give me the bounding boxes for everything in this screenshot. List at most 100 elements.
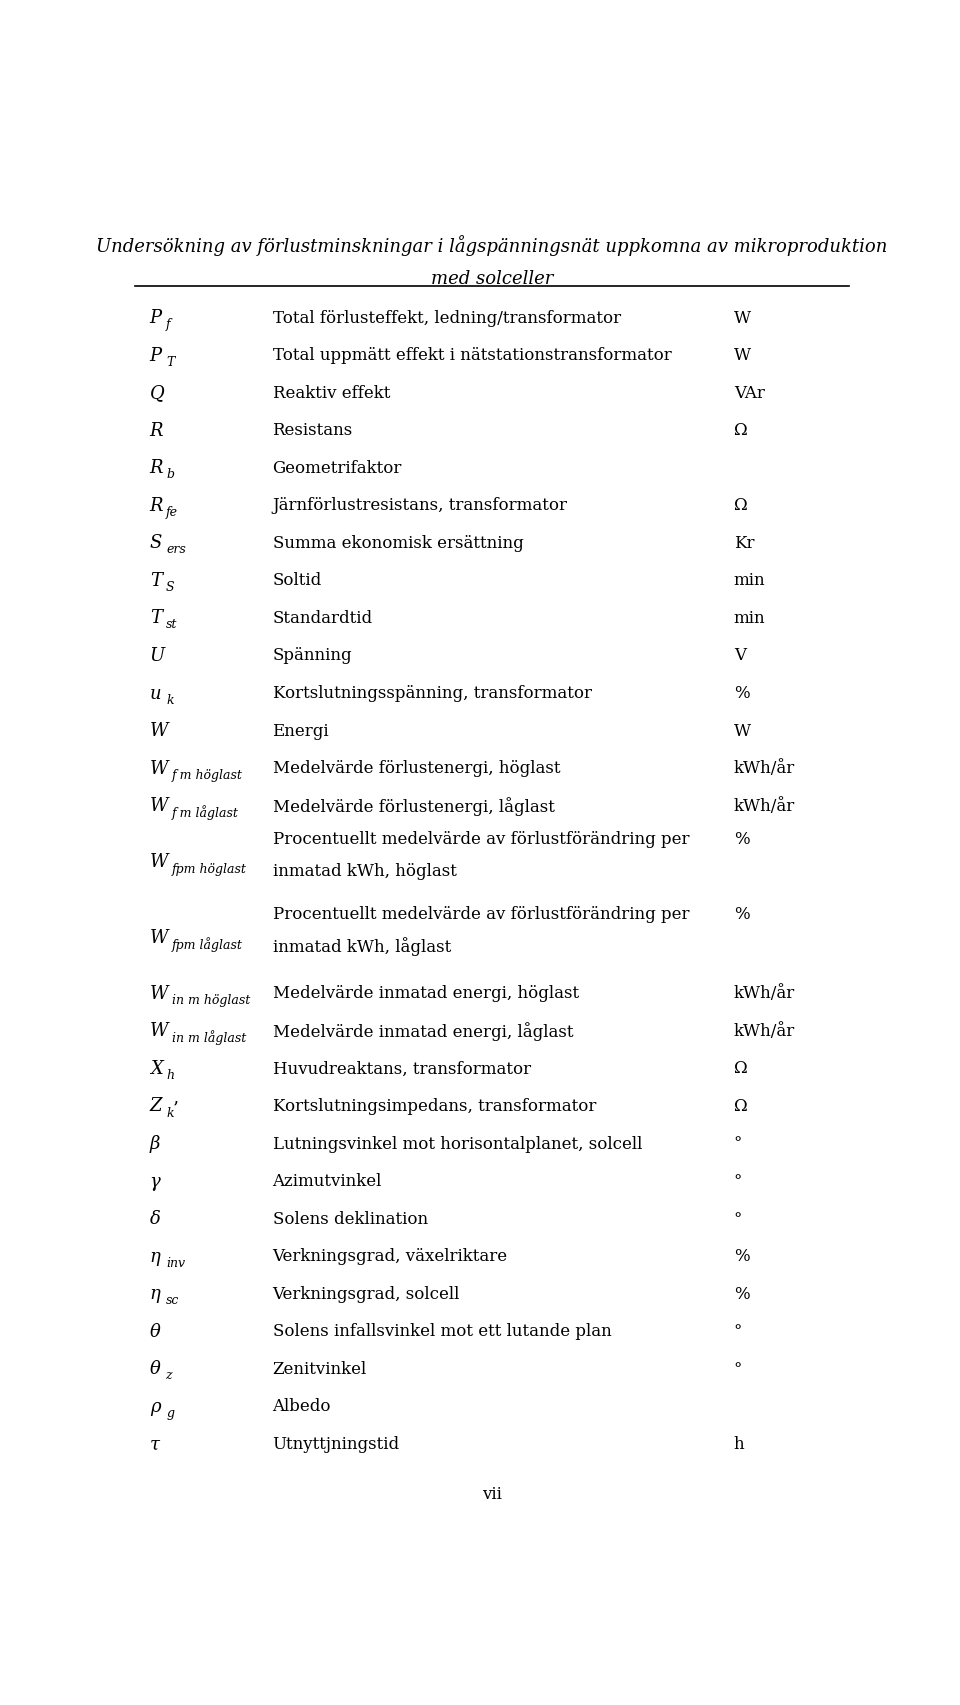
Text: med solceller: med solceller (431, 271, 553, 288)
Text: X: X (150, 1059, 162, 1078)
Text: θ: θ (150, 1359, 160, 1378)
Text: Lutningsvinkel mot horisontalplanet, solcell: Lutningsvinkel mot horisontalplanet, sol… (273, 1136, 642, 1153)
Text: fe: fe (166, 506, 179, 518)
Text: P: P (150, 346, 162, 365)
Text: Verkningsgrad, växelriktare: Verkningsgrad, växelriktare (273, 1248, 508, 1265)
Text: Azimutvinkel: Azimutvinkel (273, 1173, 382, 1190)
Text: %: % (733, 830, 750, 847)
Text: R: R (150, 459, 163, 477)
Text: P: P (150, 309, 162, 327)
Text: Solens infallsvinkel mot ett lutande plan: Solens infallsvinkel mot ett lutande pla… (273, 1323, 612, 1340)
Text: η: η (150, 1284, 160, 1303)
Text: Z: Z (150, 1096, 162, 1115)
Text: Medelvärde inmatad energi, höglast: Medelvärde inmatad energi, höglast (273, 985, 579, 1003)
Text: Ω: Ω (733, 496, 748, 513)
Text: ρ: ρ (150, 1396, 160, 1415)
Text: Medelvärde inmatad energi, låglast: Medelvärde inmatad energi, låglast (273, 1021, 573, 1040)
Text: Verkningsgrad, solcell: Verkningsgrad, solcell (273, 1286, 460, 1303)
Text: min: min (733, 573, 765, 588)
Text: Järnförlustresistans, transformator: Järnförlustresistans, transformator (273, 496, 567, 513)
Text: b: b (166, 469, 174, 481)
Text: Q: Q (150, 384, 164, 402)
Text: %: % (733, 905, 750, 922)
Text: fpm höglast: fpm höglast (172, 863, 247, 875)
Text: Soltid: Soltid (273, 573, 322, 588)
Text: W: W (150, 928, 168, 946)
Text: W: W (150, 984, 168, 1003)
Text: %: % (733, 1286, 750, 1303)
Text: °: ° (733, 1173, 742, 1190)
Text: Geometrifaktor: Geometrifaktor (273, 459, 402, 476)
Text: f: f (166, 317, 171, 331)
Text: min: min (733, 610, 765, 626)
Text: β: β (150, 1134, 160, 1153)
Text: Kortslutningsimpedans, transformator: Kortslutningsimpedans, transformator (273, 1098, 596, 1115)
Text: Kortslutningsspänning, transformator: Kortslutningsspänning, transformator (273, 685, 591, 701)
Text: f m höglast: f m höglast (172, 769, 243, 781)
Text: Kr: Kr (733, 535, 755, 551)
Text: T: T (150, 609, 161, 627)
Text: °: ° (733, 1323, 742, 1340)
Text: τ: τ (150, 1434, 159, 1453)
Text: °: ° (733, 1211, 742, 1228)
Text: inv: inv (166, 1257, 185, 1269)
Text: °: ° (733, 1136, 742, 1153)
Text: Summa ekonomisk ersättning: Summa ekonomisk ersättning (273, 535, 523, 551)
Text: VAr: VAr (733, 384, 765, 401)
Text: Ω: Ω (733, 1061, 748, 1078)
Text: k: k (166, 1107, 174, 1118)
Text: U: U (150, 646, 165, 665)
Text: W: W (733, 309, 751, 326)
Text: γ: γ (150, 1171, 160, 1190)
Text: R: R (150, 496, 163, 515)
Text: Ω: Ω (733, 421, 748, 438)
Text: sc: sc (166, 1294, 180, 1306)
Text: Procentuellt medelvärde av förlustförändring per: Procentuellt medelvärde av förlustföränd… (273, 830, 689, 847)
Text: S: S (166, 581, 175, 593)
Text: W: W (150, 796, 168, 815)
Text: %: % (733, 685, 750, 701)
Text: %: % (733, 1248, 750, 1265)
Text: η: η (150, 1246, 160, 1265)
Text: T: T (166, 355, 175, 368)
Text: Procentuellt medelvärde av förlustförändring per: Procentuellt medelvärde av förlustföränd… (273, 905, 689, 922)
Text: inmatad kWh, låglast: inmatad kWh, låglast (273, 938, 451, 957)
Text: Undersökning av förlustminskningar i lågspänningsnät uppkomna av mikroproduktion: Undersökning av förlustminskningar i låg… (96, 235, 888, 256)
Text: in m låglast: in m låglast (172, 1030, 247, 1045)
Text: Spänning: Spänning (273, 648, 352, 663)
Text: kWh/år: kWh/år (733, 985, 795, 1003)
Text: ers: ers (166, 544, 186, 556)
Text: Solens deklination: Solens deklination (273, 1211, 427, 1228)
Text: kWh/år: kWh/år (733, 1023, 795, 1040)
Text: u: u (150, 684, 161, 702)
Text: Huvudreaktans, transformator: Huvudreaktans, transformator (273, 1061, 531, 1078)
Text: T: T (150, 571, 161, 590)
Text: W: W (150, 1021, 168, 1040)
Text: θ: θ (150, 1321, 160, 1340)
Text: Energi: Energi (273, 723, 329, 740)
Text: V: V (733, 648, 746, 663)
Text: vii: vii (482, 1485, 502, 1502)
Text: Medelvärde förlustenergi, höglast: Medelvärde förlustenergi, höglast (273, 760, 560, 777)
Text: k: k (166, 694, 174, 706)
Text: δ: δ (150, 1209, 160, 1228)
Text: Total uppmätt effekt i nätstationstransformator: Total uppmätt effekt i nätstationstransf… (273, 346, 671, 363)
Text: W: W (150, 759, 168, 777)
Text: kWh/år: kWh/år (733, 798, 795, 815)
Text: Resistans: Resistans (273, 421, 352, 438)
Text: z: z (165, 1369, 171, 1381)
Text: °: ° (733, 1361, 742, 1378)
Text: h: h (733, 1436, 744, 1453)
Text: f m låglast: f m låglast (172, 805, 239, 820)
Text: Zenitvinkel: Zenitvinkel (273, 1361, 367, 1378)
Text: Utnyttjningstid: Utnyttjningstid (273, 1436, 399, 1453)
Text: g: g (166, 1407, 174, 1419)
Text: W: W (733, 346, 751, 363)
Text: fpm låglast: fpm låglast (172, 936, 243, 951)
Text: in m höglast: in m höglast (172, 994, 251, 1006)
Text: ’: ’ (173, 1100, 179, 1117)
Text: Ω: Ω (733, 1098, 748, 1115)
Text: R: R (150, 421, 163, 440)
Text: Standardtid: Standardtid (273, 610, 372, 626)
Text: W: W (733, 723, 751, 740)
